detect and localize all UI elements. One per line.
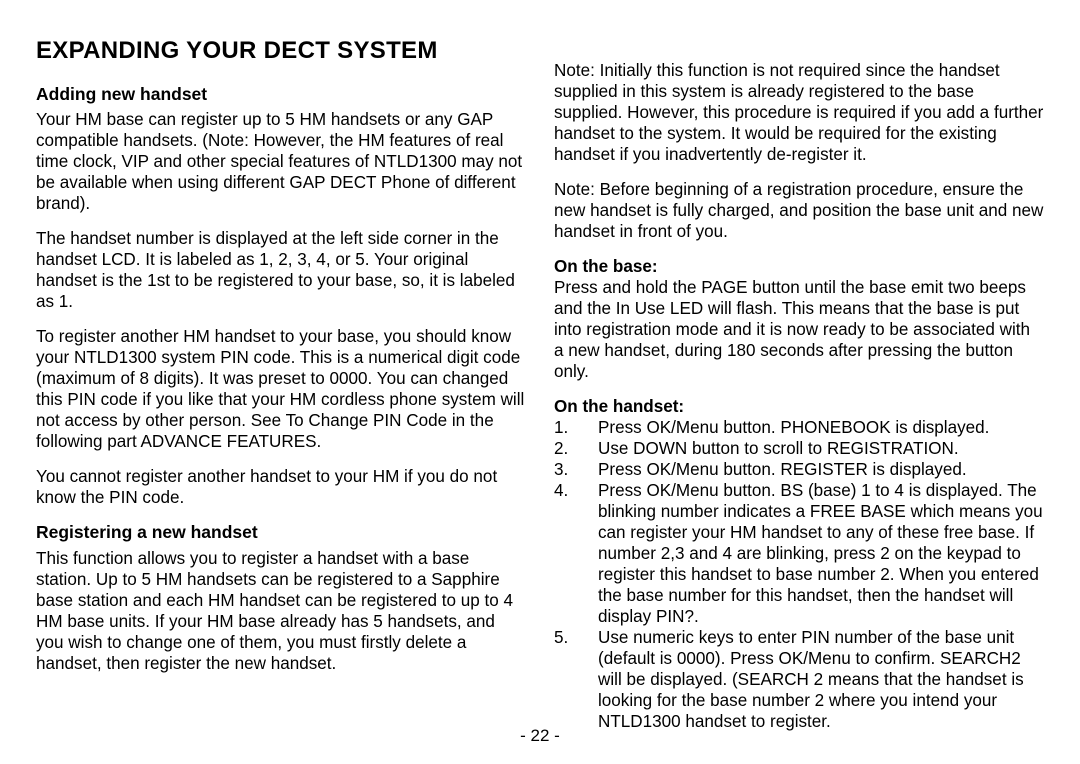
paragraph: The handset number is displayed at the l… <box>36 228 526 312</box>
paragraph: To register another HM handset to your b… <box>36 326 526 452</box>
paragraph: You cannot register another handset to y… <box>36 466 526 508</box>
step-number: 3. <box>554 459 598 480</box>
step-text: Press OK/Menu button. REGISTER is displa… <box>598 459 1044 480</box>
page-number: - 22 - <box>0 726 1080 746</box>
paragraph: Your HM base can register up to 5 HM han… <box>36 109 526 214</box>
manual-page: EXPANDING YOUR DECT SYSTEM Adding new ha… <box>0 0 1080 764</box>
step-text: Use numeric keys to enter PIN number of … <box>598 627 1044 732</box>
step-number: 1. <box>554 417 598 438</box>
right-column: Note: Initially this function is not req… <box>554 36 1044 708</box>
paragraph: Note: Before beginning of a registration… <box>554 179 1044 242</box>
list-item: 3. Press OK/Menu button. REGISTER is dis… <box>554 459 1044 480</box>
step-text: Press OK/Menu button. BS (base) 1 to 4 i… <box>598 480 1044 627</box>
paragraph: Note: Initially this function is not req… <box>554 60 1044 165</box>
step-text: Use DOWN button to scroll to REGISTRATIO… <box>598 438 1044 459</box>
heading-registering-new-handset: Registering a new handset <box>36 522 526 544</box>
heading-on-the-base: On the base: <box>554 257 658 276</box>
step-number: 2. <box>554 438 598 459</box>
paragraph: Press and hold the PAGE button until the… <box>554 277 1044 382</box>
list-item: 4. Press OK/Menu button. BS (base) 1 to … <box>554 480 1044 627</box>
heading-adding-new-handset: Adding new handset <box>36 84 526 106</box>
page-title: EXPANDING YOUR DECT SYSTEM <box>36 36 526 66</box>
list-item: 5. Use numeric keys to enter PIN number … <box>554 627 1044 732</box>
step-number: 4. <box>554 480 598 627</box>
left-column: EXPANDING YOUR DECT SYSTEM Adding new ha… <box>36 36 526 708</box>
step-text: Press OK/Menu button. PHONEBOOK is displ… <box>598 417 1044 438</box>
list-item: 1. Press OK/Menu button. PHONEBOOK is di… <box>554 417 1044 438</box>
list-item: 2. Use DOWN button to scroll to REGISTRA… <box>554 438 1044 459</box>
step-number: 5. <box>554 627 598 732</box>
handset-steps-list: 1. Press OK/Menu button. PHONEBOOK is di… <box>554 417 1044 732</box>
paragraph: This function allows you to register a h… <box>36 548 526 674</box>
heading-on-the-handset: On the handset: <box>554 397 684 416</box>
